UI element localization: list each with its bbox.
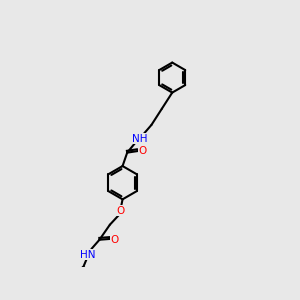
Text: O: O [138, 146, 146, 156]
Text: O: O [116, 206, 124, 216]
Text: HN: HN [80, 250, 96, 260]
Text: NH: NH [132, 134, 148, 144]
Text: O: O [110, 235, 118, 244]
